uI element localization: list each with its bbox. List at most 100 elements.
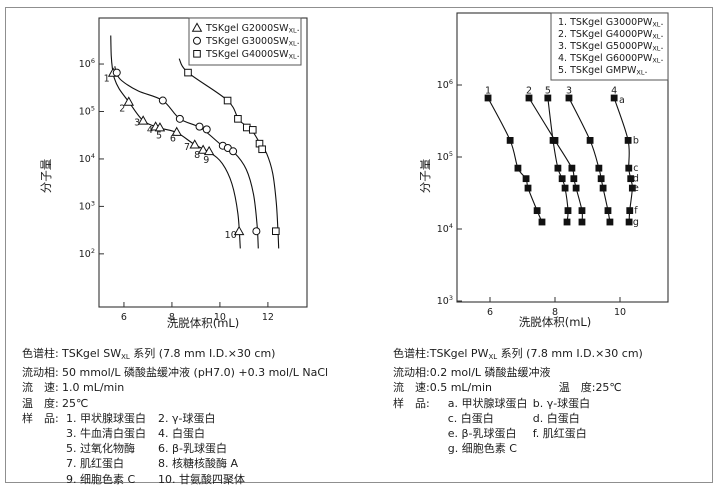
filled-square-marker (514, 164, 522, 172)
square-marker (223, 96, 232, 105)
legend-label: 2. TSKgel G4000PWXL. (558, 29, 663, 41)
legend-label: 1. TSKgel G3000PWXL. (558, 17, 663, 29)
filled-square-marker (554, 164, 562, 172)
filled-square-marker (625, 218, 633, 226)
sample-item: a. 甲状腺球蛋白 (447, 396, 528, 410)
square-marker (248, 126, 257, 134)
x-tick-label: 6 (121, 312, 127, 323)
column-subscript: XL (121, 353, 130, 361)
square-marker (272, 227, 280, 236)
series-tskgel-g4000sw (178, 58, 280, 249)
legend-box (550, 12, 669, 81)
point-label: 4 (147, 125, 153, 136)
filled-square-marker (558, 175, 566, 183)
sample-item: d. 白蛋白 (532, 411, 580, 425)
pw-legend: 1. TSKgel G3000PWXL.2. TSKgel G4000PWXL.… (550, 12, 669, 81)
point-label: 3 (566, 85, 572, 96)
sw-column-row: 色谱柱: TSKgel SWXL 系列 (7.8 mm I.D.×30 cm) (22, 346, 372, 365)
y-tick-label: 103 (79, 199, 95, 212)
legend-label: TSKgel G3000SWXL. (205, 36, 300, 48)
filled-square-marker (628, 184, 636, 192)
triangle-marker (233, 225, 245, 236)
pw-calibration-chart: 6 8 10 103 104 105 106 洗脱体积(mL) 分子量 1. TSKgel G30… (420, 12, 669, 329)
pw-point-labels: 1 2 5 3 4a b cde fg (485, 85, 639, 228)
sample-item: 3. 牛血清白蛋白 (66, 427, 146, 441)
condition-label: 样 品: (393, 396, 430, 410)
point-label: f (634, 206, 638, 217)
condition-label: 色谱柱: (22, 347, 59, 360)
filled-square-marker (484, 94, 492, 102)
sample-item: e. β-乳球蛋白 (447, 427, 517, 441)
condition-label: 流动相: (393, 366, 430, 380)
triangle-marker (171, 126, 182, 136)
point-label: 2 (526, 85, 532, 96)
sample-item: 10. 甘氨酸四聚体 (158, 472, 245, 486)
pw-y-axis-title: 分子量 (420, 159, 432, 194)
legend-label: 4. TSKgel G6000PWXL. (558, 53, 663, 65)
y-tick-label: 104 (437, 222, 453, 235)
condition-label: 流动相: (22, 366, 59, 380)
sample-item: 5. 过氧化物酶 (66, 442, 135, 456)
series-tskgel-g2000sw (107, 35, 245, 249)
sample-item: 6. β-乳球蛋白 (158, 442, 227, 456)
condition-value: 1.0 mL/min (62, 381, 125, 395)
triangle-marker (137, 115, 149, 125)
pw-x-axis: 6 8 10 (487, 297, 626, 318)
filled-square-marker (624, 137, 632, 144)
filled-square-marker (564, 207, 572, 215)
filled-square-marker (544, 94, 552, 102)
sample-item: 2. γ-球蛋白 (158, 411, 216, 425)
point-label: 1 (104, 73, 110, 84)
square-marker (258, 145, 266, 154)
legend-label: TSKgel G4000SWXL. (205, 49, 300, 61)
square-marker (184, 68, 192, 77)
filled-square-marker (599, 184, 607, 192)
point-label: 5 (156, 131, 162, 142)
filled-square-marker (533, 207, 541, 215)
series-tskgel-g3000pw (484, 94, 546, 226)
point-label: c (633, 163, 638, 174)
sample-item: c. 白蛋白 (447, 411, 494, 425)
pw-samples-row: 样 品: a. 甲状腺球蛋白 b. γ-球蛋白 c. 白蛋白 d. 白蛋白 e.… (393, 396, 703, 457)
filled-square-marker (572, 184, 580, 192)
figure-border (5, 7, 713, 483)
sw-samples-row: 样 品: 1. 甲状腺球蛋白 2. γ-球蛋白 3. 牛血清白蛋白 4. 白蛋白… (22, 411, 372, 487)
pw-conditions-block: 色谱柱: TSKgel PWXL 系列 (7.8 mm I.D.×30 cm) … (393, 346, 703, 456)
filled-square-marker (578, 207, 586, 215)
series-curve (568, 97, 611, 223)
sw-x-axis: 6 8 10 12 (121, 302, 274, 323)
column-size: 系列 (7.8 mm I.D.×30 cm) (129, 347, 276, 360)
condition-label: 流 速: (393, 381, 430, 395)
y-tick-label: 105 (79, 104, 95, 117)
column-name: TSKgel SW (62, 347, 122, 360)
circle-marker (175, 114, 184, 123)
x-tick-label: 8 (552, 307, 558, 318)
sw-conditions-block: 色谱柱: TSKgel SWXL 系列 (7.8 mm I.D.×30 cm) … (22, 346, 372, 487)
pw-y-axis: 103 104 105 106 (437, 78, 462, 307)
circle-marker (229, 147, 238, 156)
pw-sample-list: a. 甲状腺球蛋白 b. γ-球蛋白 c. 白蛋白 d. 白蛋白 e. β-乳球… (448, 396, 590, 457)
point-label: d (633, 174, 639, 185)
sample-item: 9. 细胞色素 C (66, 472, 136, 486)
point-label: 2 (119, 104, 125, 115)
condition-label: 流 速: (22, 381, 59, 395)
triangle-marker (189, 139, 200, 149)
point-label: 9 (203, 155, 209, 166)
sw-temp-row: 温 度: 25℃ (22, 396, 372, 411)
filled-square-marker (597, 175, 605, 183)
pw-column-row: 色谱柱: TSKgel PWXL 系列 (7.8 mm I.D.×30 cm) (393, 346, 703, 365)
circle-marker (195, 122, 204, 131)
condition-value: TSKgel PWXL 系列 (7.8 mm I.D.×30 cm) (430, 346, 643, 365)
y-tick-label: 104 (79, 152, 95, 165)
square-marker (193, 50, 201, 58)
sample-item: b. γ-球蛋白 (532, 396, 591, 410)
y-tick-label: 106 (79, 57, 95, 70)
filled-square-marker (525, 94, 533, 102)
sample-item: f. 肌红蛋白 (532, 427, 587, 441)
filled-square-marker (538, 218, 546, 226)
filled-square-marker (595, 164, 603, 172)
sw-y-axis: 102 103 104 105 106 (79, 57, 104, 260)
condition-value: 50 mmol/L 磷酸盐缓冲液 (pH7.0) +0.3 mol/L NaCl (62, 366, 329, 380)
filled-square-marker (568, 164, 576, 172)
